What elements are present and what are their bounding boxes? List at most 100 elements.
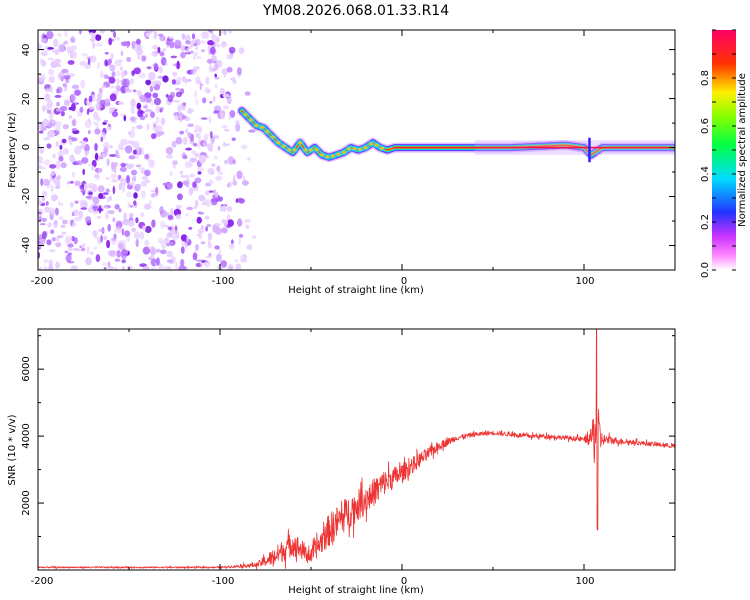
noise-blob (103, 267, 107, 270)
ridge-blob (358, 147, 363, 151)
noise-blob (144, 169, 151, 177)
noise-blob (104, 51, 109, 55)
noise-blob (195, 259, 203, 262)
ridge-blob (292, 148, 297, 152)
noise-blob (252, 235, 257, 239)
ridge-blob (336, 152, 341, 156)
noise-blob (223, 105, 229, 110)
ridge-blob (341, 150, 346, 154)
ridge-blob (303, 148, 308, 152)
noise-blob (238, 47, 245, 54)
noise-blob (132, 89, 137, 93)
noise-blob (107, 261, 111, 269)
snr-ytick-labels: 2000 4000 6000 (21, 356, 32, 515)
noise-blob (162, 182, 169, 186)
noise-blob (55, 160, 61, 170)
noise-blob (50, 175, 53, 183)
noise-blob (131, 126, 136, 130)
noise-blob (43, 267, 48, 270)
noise-blob (98, 87, 103, 94)
noise-blob (88, 261, 92, 265)
noise-blob (120, 250, 128, 260)
noise-blob (195, 262, 202, 268)
noise-blob (80, 188, 84, 193)
noise-blob (41, 231, 47, 240)
noise-blob (205, 76, 210, 85)
spectrogram-panel: -200 -100 0 100 -40 -20 0 20 40 Height o… (7, 29, 676, 296)
noise-blob (238, 236, 241, 245)
noise-blob (152, 121, 158, 126)
noise-blob (135, 238, 139, 248)
noise-blob (127, 163, 135, 168)
noise-blob (106, 158, 110, 167)
noise-blob (92, 184, 96, 192)
noise-blob (56, 32, 62, 38)
noise-blob (146, 123, 150, 131)
noise-blob (133, 200, 137, 206)
noise-blob (113, 165, 117, 174)
noise-blob (102, 262, 108, 267)
noise-blob (208, 179, 214, 185)
noise-blob (158, 66, 163, 74)
noise-blob (142, 246, 151, 255)
noise-blob (175, 204, 182, 210)
noise-blob (95, 173, 100, 180)
noise-blob (118, 101, 124, 105)
noise-blob (145, 32, 150, 38)
noise-blob (117, 59, 124, 62)
noise-blob (155, 116, 160, 124)
noise-blob (103, 235, 107, 241)
noise-blob (131, 40, 135, 50)
noise-blob (204, 215, 210, 220)
spectrogram-ridge (236, 105, 675, 163)
noise-blob (218, 248, 222, 255)
noise-blob (244, 91, 251, 96)
noise-blob (64, 237, 72, 245)
noise-blob (176, 76, 182, 83)
spec-xtick-label: 0 (401, 276, 407, 287)
noise-blob (241, 144, 248, 150)
snr-ylabel: SNR (10 * v/v) (7, 414, 18, 485)
noise-blob (88, 191, 94, 196)
noise-blob (148, 159, 155, 168)
noise-blob (63, 40, 69, 45)
noise-blob (38, 165, 43, 168)
noise-blob (64, 250, 69, 254)
noise-blob (93, 246, 97, 250)
noise-blob (133, 67, 141, 75)
noise-blob (46, 143, 52, 149)
noise-blob (200, 241, 206, 245)
noise-blob (166, 250, 173, 258)
noise-blob (187, 123, 195, 127)
noise-blob (171, 140, 177, 148)
noise-blob (117, 87, 121, 91)
noise-blob (185, 47, 190, 55)
noise-blob (92, 41, 96, 49)
noise-blob (101, 148, 109, 157)
noise-blob (160, 117, 166, 126)
noise-blob (226, 219, 234, 227)
noise-blob (109, 253, 116, 257)
noise-blob (218, 171, 224, 176)
noise-blob (214, 245, 220, 250)
noise-blob (57, 150, 64, 158)
noise-blob (216, 43, 220, 48)
noise-blob (189, 157, 197, 163)
ridge-blob (281, 144, 286, 148)
noise-blob (99, 70, 104, 79)
noise-blob (142, 265, 150, 270)
noise-blob (177, 104, 182, 113)
noise-blob (185, 147, 192, 151)
noise-blob (176, 60, 180, 70)
noise-blob (109, 93, 117, 102)
noise-blob (193, 52, 199, 57)
noise-blob (181, 33, 186, 40)
noise-blob (63, 99, 70, 106)
noise-blob (56, 86, 63, 94)
noise-blob (38, 155, 44, 165)
noise-blob (42, 178, 51, 186)
noise-blob (177, 181, 183, 189)
noise-blob (88, 95, 93, 103)
noise-blob (178, 265, 186, 270)
